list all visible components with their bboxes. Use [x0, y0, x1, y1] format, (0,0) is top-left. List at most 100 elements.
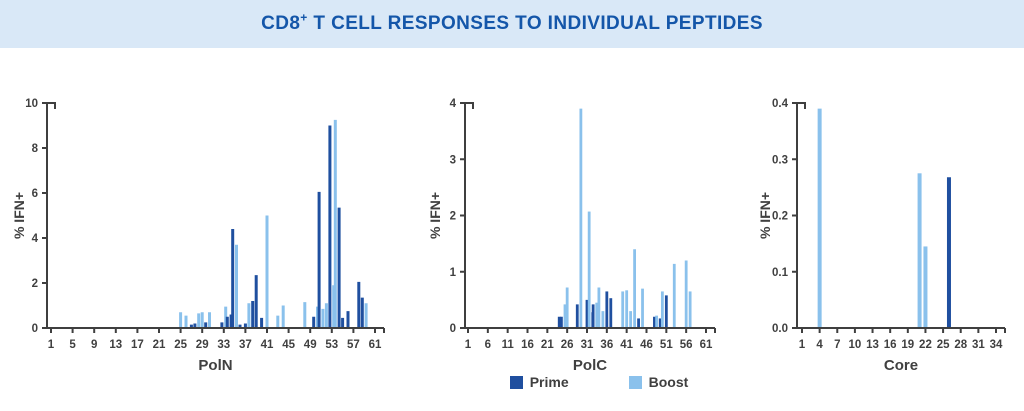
core-chart: 0.0 0.1 0.2 0.3 0.4 1 4 7 10 13 16 19 22 25 28 31 34 Core… [757, 98, 1006, 374]
x-tick-label: 61 [700, 339, 713, 351]
x-tick-label: 6 [485, 339, 491, 351]
y-tick-label: 3 [450, 154, 456, 166]
x-tick-label: 22 [919, 339, 932, 351]
x-tick-label: 33 [217, 339, 230, 351]
x-tick-label: 21 [541, 339, 554, 351]
bar-boost-54 [333, 119, 337, 329]
x-tick-label: 1 [48, 339, 55, 351]
x-tick-label: 41 [620, 339, 633, 351]
x-tick-label: 51 [660, 339, 673, 351]
bar-boost-45 [641, 288, 644, 329]
bar-boost-41 [625, 290, 629, 328]
bar-boost-29 [200, 312, 204, 328]
title-rest: T CELL RESPONSES TO INDIVIDUAL PEPTIDES [307, 13, 763, 34]
bar-boost-35 [601, 311, 605, 329]
x-tick-label: 56 [680, 339, 693, 351]
bars-group [557, 108, 692, 329]
y-tick-label: 0.0 [772, 323, 788, 335]
x-tick-label: 19 [901, 339, 914, 351]
x-tick-label: 28 [954, 339, 967, 351]
bar-prime-36 [605, 291, 609, 328]
x-tick-label: 49 [304, 339, 317, 351]
bar-boost-59 [364, 303, 368, 328]
bar-boost-53 [332, 285, 336, 328]
bar-prime-53 [328, 125, 332, 328]
bar-boost-26 [184, 315, 188, 329]
x-tick-label: 1 [799, 339, 806, 351]
y-tick-label: 0 [32, 323, 38, 335]
y-tick-label: 10 [25, 98, 38, 110]
axes [796, 102, 1006, 333]
x-tick-label: 1 [465, 339, 472, 351]
bar-boost-29 [579, 108, 583, 329]
bar-prime-34 [229, 314, 233, 328]
x-tick-label: 61 [369, 339, 382, 351]
bar-prime-56 [346, 311, 350, 329]
y-tick-label: 1 [450, 267, 457, 279]
bar-boost-34 [597, 287, 601, 328]
bar-prime-38 [251, 301, 255, 328]
bar-boost-50 [316, 306, 319, 329]
bar-boost-33 [595, 302, 599, 328]
bar-boost-28 [197, 313, 201, 329]
bar-boost-30 [208, 312, 211, 328]
y-axis-title: % IFN+ [11, 192, 27, 239]
bar-boost-53 [672, 263, 676, 329]
y-axis-title: % IFN+ [427, 192, 443, 239]
y-tick-label: 0.3 [772, 154, 788, 166]
y-tick-label: 0.1 [772, 267, 789, 279]
x-axis-ticks: 1 6 11 16 21 26 31 36 41 46 51 56 61 [465, 328, 713, 351]
legend-label-boost: Boost [648, 374, 689, 390]
bar-boost-25 [563, 304, 567, 329]
bar-boost-42 [629, 311, 633, 329]
chart-legend: Prime Boost [420, 372, 764, 392]
x-tick-label: 41 [261, 339, 274, 351]
bar-prime-30 [204, 322, 208, 329]
prime-color-swatch [509, 375, 523, 389]
x-tick-label: 9 [91, 339, 97, 351]
y-tick-label: 4 [32, 233, 39, 245]
x-tick-label: 25 [174, 339, 187, 351]
axes [46, 102, 385, 333]
title-banner: CD8+ T CELL RESPONSES TO INDIVIDUAL PEPT… [0, 0, 1024, 48]
x-tick-label: 26 [561, 339, 574, 351]
bar-prime-24 [557, 316, 561, 328]
bar-prime-51 [664, 295, 668, 329]
core-panel: 0.0 0.1 0.2 0.3 0.4 1 4 7 10 13 16 19 22 25 28 31 34 Core… [757, 78, 1022, 380]
x-axis-title: PolN [198, 357, 232, 374]
polc-panel: 0 1 2 3 4 1 6 11 16 21 26 31 36 41 46 51 56 61 PolC% IFN+ [420, 78, 750, 380]
boost-color-swatch [628, 375, 642, 389]
x-tick-label: 10 [849, 339, 862, 351]
y-tick-label: 2 [450, 211, 456, 223]
x-tick-label: 13 [109, 339, 122, 351]
bar-prime-39 [254, 275, 258, 329]
bar-prime-31 [585, 299, 589, 329]
bar-boost-21 [917, 173, 922, 328]
bar-prime-55 [341, 317, 345, 329]
x-tick-label: 25 [937, 339, 950, 351]
bar-prime-37 [609, 298, 613, 328]
bar-prime-25 [560, 316, 563, 328]
y-tick-label: 0.2 [772, 211, 788, 223]
x-tick-label: 31 [972, 339, 985, 351]
bar-boost-43 [276, 315, 280, 329]
legend-item-prime: Prime [509, 374, 569, 390]
x-tick-label: 57 [347, 339, 360, 351]
bar-prime-44 [637, 318, 640, 328]
x-axis-title: PolC [573, 357, 607, 374]
bar-boost-22 [923, 246, 928, 328]
bar-prime-29 [575, 304, 579, 329]
bar-boost-51 [321, 308, 325, 329]
bar-prime-49 [658, 318, 662, 328]
bar-prime-33 [591, 304, 595, 329]
y-tick-label: 0.4 [772, 98, 789, 110]
title-cd8: CD8 [261, 13, 301, 34]
x-axis-ticks: 1 4 7 10 13 16 19 22 25 28 31 34 [799, 328, 1003, 351]
y-tick-label: 8 [32, 143, 39, 155]
x-axis-ticks: 1 5 9 13 17 21 25 29 33 37 41 45 49 53 57 61 [48, 328, 382, 351]
x-tick-label: 46 [640, 339, 653, 351]
bar-boost-35 [235, 244, 238, 328]
x-tick-label: 7 [834, 339, 840, 351]
bar-boost-41 [265, 215, 269, 328]
